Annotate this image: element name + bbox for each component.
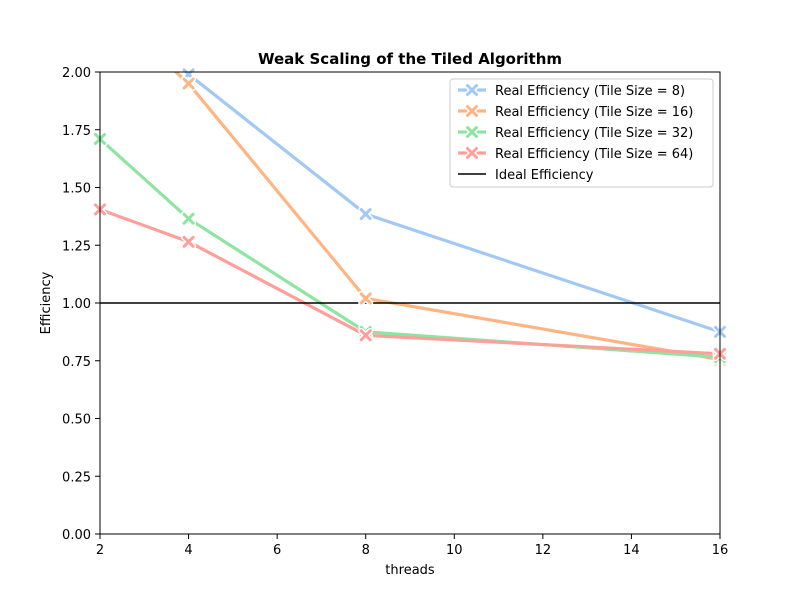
y-tick-label: 1.50 — [62, 182, 91, 197]
legend-marker-2 — [464, 103, 480, 119]
x-tick-label: 6 — [273, 543, 281, 558]
chart-title: Weak Scaling of the Tiled Algorithm — [258, 50, 562, 68]
x-tick-label: 16 — [712, 543, 729, 558]
series-layer — [100, 72, 720, 362]
legend-box — [449, 78, 714, 188]
y-tick-label: 1.75 — [62, 124, 91, 139]
x-tick-label: 10 — [446, 543, 463, 558]
legend: Real Efficiency (Tile Size = 8) Real Effi… — [449, 78, 714, 188]
series-line-2 — [173, 72, 720, 362]
x-tick-label: 14 — [623, 543, 640, 558]
y-tick-label: 0.75 — [62, 355, 91, 370]
x-tick-label: 4 — [184, 543, 192, 558]
series-2-point — [358, 290, 374, 306]
y-tick-label: 0.25 — [62, 470, 91, 485]
series-3-point — [181, 211, 197, 227]
legend-label-ideal: Ideal Efficiency — [495, 168, 594, 183]
y-tick-label: 1.25 — [62, 239, 91, 254]
x-tick-label: 8 — [362, 543, 370, 558]
legend-label-3: Real Efficiency (Tile Size = 32) — [495, 126, 693, 141]
y-tick-label: 2.00 — [62, 66, 91, 81]
legend-label-4: Real Efficiency (Tile Size = 64) — [495, 147, 693, 162]
series-line-1 — [185, 72, 720, 334]
series-line-4 — [100, 207, 720, 356]
y-tick-label: 0.50 — [62, 413, 91, 428]
legend-marker-1 — [464, 82, 480, 98]
y-axis: 0.00 0.25 0.50 0.75 1.00 1.25 1.50 1.75 2.00 — [62, 66, 100, 543]
x-axis-label: threads — [385, 563, 435, 578]
legend-label-1: Real Efficiency (Tile Size = 8) — [495, 84, 685, 99]
x-tick-label: 12 — [535, 543, 552, 558]
series-4-point — [358, 327, 374, 343]
x-tick-label: 2 — [96, 543, 104, 558]
y-tick-label: 1.00 — [62, 297, 91, 312]
series-2-point — [181, 76, 197, 92]
legend-marker-3 — [464, 124, 480, 140]
x-axis: 2 4 6 8 10 12 14 16 — [96, 534, 728, 558]
legend-label-2: Real Efficiency (Tile Size = 16) — [495, 105, 693, 120]
y-axis-label: Efficiency — [39, 271, 54, 334]
legend-marker-4 — [464, 145, 480, 161]
y-tick-label: 0.00 — [62, 528, 91, 543]
series-1-point — [358, 206, 374, 222]
series-4-point — [181, 234, 197, 250]
